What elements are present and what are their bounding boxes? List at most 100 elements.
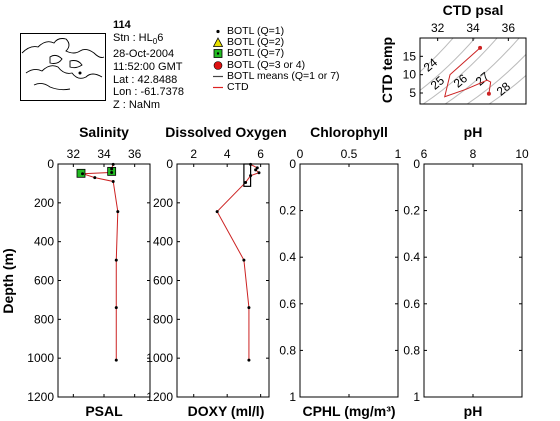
density-label: 25 [428,73,447,93]
bottle-point [114,358,118,362]
y-tick-label: 1 [413,390,420,404]
y-tick-label: 1200 [146,390,173,404]
x-tick-label: 1 [395,147,402,161]
line-marker-icon [213,86,223,89]
y-tick-label: 0.6 [403,297,420,311]
depth-ylabel: Depth (m) [0,248,16,313]
y-tick-label: 0 [166,157,173,171]
y-tick-label: 200 [153,196,173,210]
ph-frame [423,163,523,398]
station-id: 114 [113,19,131,31]
bottle-point [242,258,246,262]
x-tick-label: 36 [128,147,142,161]
y-tick-label: 200 [34,196,54,210]
ts-y-tick-label: 15 [403,49,417,63]
y-tick-label: 0.4 [279,250,296,264]
x-tick-label: 0.5 [341,147,358,161]
bottle-point [249,174,253,178]
ts-ylabel: CTD temp [379,37,395,103]
x-tick-label: 2 [190,147,197,161]
chlorophyll-title: Chlorophyll [310,124,388,140]
ts-y-tick-label: 5 [409,86,416,100]
y-tick-label: 0 [413,157,420,171]
bottle-point [244,180,248,184]
legend-item-q1: BOTL (Q=1) [213,25,340,37]
oxygen-xlabel: DOXY (ml/l) [188,403,265,419]
legend-item-ctd: CTD [213,81,340,93]
y-tick-label: 0.4 [403,250,420,264]
density-contour [422,38,498,104]
station-time: 11:52:00 GMT [113,60,183,73]
legend-item-q34: BOTL (Q=3 or 4) [213,59,340,71]
x-tick-label: 0 [297,147,304,161]
density-contour [466,53,526,104]
station-name: Stn : HL06 [113,31,164,46]
legend: BOTL (Q=1) BOTL (Q=2) BOTL (Q=7) BOTL (Q… [213,25,340,93]
y-tick-label: 0.8 [279,343,296,357]
dot-marker-icon [216,29,220,34]
y-tick-label: 800 [153,312,173,326]
x-tick-label: 6 [421,147,428,161]
square-marker-icon [213,49,223,59]
ctd-line [216,163,260,361]
x-tick-label: 34 [97,147,111,161]
bottle-point [111,179,115,183]
bottle-point [247,358,251,362]
x-tick-label: 8 [470,147,477,161]
circle-marker-icon [213,60,223,70]
ts-ctd-line [444,47,492,98]
chlorophyll-frame [299,163,399,398]
y-tick-label: 1000 [146,351,173,365]
bottle-point [114,306,118,310]
density-label: 24 [421,55,440,75]
x-tick-label: 6 [257,147,264,161]
density-contour [420,38,454,73]
ts-marker [478,45,483,50]
ph-xlabel: pH [464,403,483,419]
y-tick-label: 400 [153,235,173,249]
salinity-title: Salinity [79,124,129,140]
bottle-point [93,176,97,180]
bottle-point [116,210,120,214]
station-depth: Z : NaNm [113,98,161,111]
ctd-line [82,164,119,361]
y-tick-label: 0.8 [403,343,420,357]
legend-item-q2: BOTL (Q=2) [213,37,340,48]
y-tick-label: 1000 [27,351,54,365]
ts-x-tick-label: 36 [502,21,516,35]
y-tick-label: 0 [47,157,54,171]
x-tick-label: 4 [224,147,231,161]
ts-y-tick-label: 10 [403,68,417,82]
density-label: 27 [473,69,492,89]
x-tick-label: 32 [67,147,81,161]
y-tick-label: 0.2 [403,204,420,218]
y-tick-label: 600 [34,274,54,288]
bottle-point [215,210,219,214]
bottle-point [257,171,261,175]
ts-marker [486,91,491,96]
oxygen-title: Dissolved Oxygen [165,124,286,140]
bottle-point [81,172,85,176]
y-tick-label: 800 [34,312,54,326]
y-tick-label: 1 [289,390,296,404]
y-tick-label: 0.2 [279,204,296,218]
salinity-panel: Salinity PSAL Depth (m) 32 34 36 0 200 400 600… [0,124,151,419]
q7-marker [76,168,86,178]
density-contour [444,38,520,104]
map-thumbnail [20,33,106,101]
bottle-point [110,171,114,175]
bottle-point [255,166,259,170]
station-lon: Lon : -61.7378 [113,86,184,99]
station-date: 28-Oct-2004 [113,48,175,61]
station-lat: Lat : 42.8488 [113,73,178,86]
ts-frame [419,37,527,105]
oxygen-frame [176,163,270,398]
legend-item-means: BOTL means (Q=1 or 7) [213,70,340,82]
salinity-frame [57,163,151,398]
ts-title: CTD psal [443,2,504,18]
salinity-xlabel: PSAL [85,403,123,419]
density-contour [488,74,526,104]
oxygen-panel: Dissolved Oxygen DOXY (ml/l) 2 4 6 0 200 400 6… [146,124,286,419]
